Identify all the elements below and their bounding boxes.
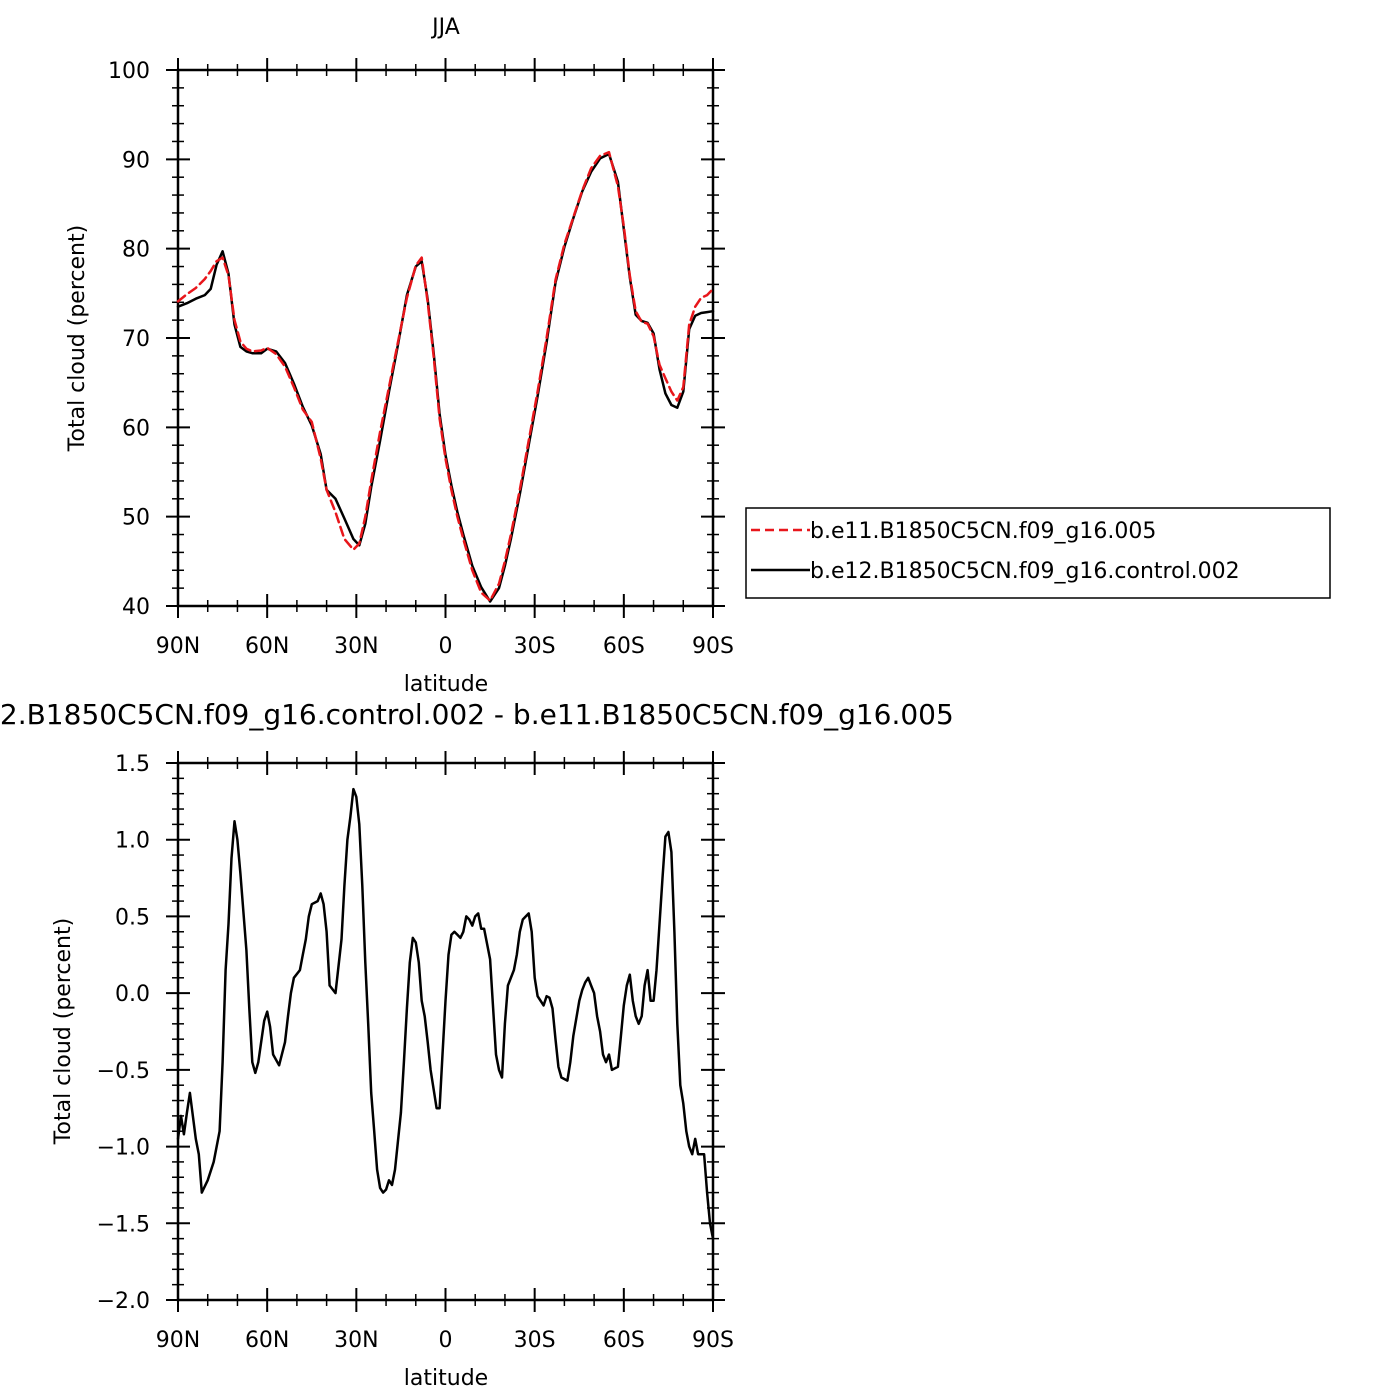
y-tick-label: 100 xyxy=(108,59,150,84)
x-tick-label: 90N xyxy=(156,1328,200,1353)
x-tick-label: 30S xyxy=(514,1328,556,1353)
x-tick-label: 30N xyxy=(334,1328,378,1353)
chart-top-ylabel: Total cloud (percent) xyxy=(65,225,90,452)
chart-bottom-series xyxy=(176,787,715,1240)
y-tick-label: 50 xyxy=(122,506,150,531)
y-tick-label: −0.5 xyxy=(97,1059,150,1084)
y-tick-label: 40 xyxy=(122,595,150,620)
legend-box xyxy=(745,507,1331,599)
chart-bottom-x-ticks: 90N 60N 30N 0 30S 60S 90S xyxy=(156,751,734,1353)
y-tick-label: 0.0 xyxy=(115,982,150,1007)
chart-bottom: b.e12.B1850C5CN.f09_g16.control.002 - b.… xyxy=(0,698,954,1391)
chart-top-series xyxy=(176,150,715,603)
y-tick-label: 90 xyxy=(122,148,150,173)
chart-bottom-xlabel: latitude xyxy=(404,1366,488,1391)
legend-label-series-1: b.e11.B1850C5CN.f09_g16.005 xyxy=(810,519,1156,544)
y-tick-label: 1.5 xyxy=(115,752,150,777)
x-tick-label: 60N xyxy=(245,1328,289,1353)
y-tick-label: 80 xyxy=(122,238,150,263)
x-tick-label: 0 xyxy=(439,1328,453,1353)
y-tick-label: −2.0 xyxy=(97,1289,150,1314)
x-tick-label: 90N xyxy=(156,634,200,659)
x-tick-label: 90S xyxy=(692,1328,734,1353)
x-tick-label: 90S xyxy=(692,634,734,659)
series-line-1 xyxy=(176,150,715,602)
chart-bottom-y-ticks: −2.0 −1.5 −1.0 −0.5 0.0 0.5 1.0 1.5 xyxy=(97,752,725,1314)
series-line-1 xyxy=(176,787,715,1240)
chart-bottom-title: b.e12.B1850C5CN.f09_g16.control.002 - b.… xyxy=(0,698,954,731)
x-tick-label: 30N xyxy=(334,634,378,659)
chart-top-plot-frame xyxy=(176,68,715,608)
x-tick-label: 60S xyxy=(603,634,645,659)
x-tick-label: 60S xyxy=(603,1328,645,1353)
y-tick-label: 1.0 xyxy=(115,829,150,854)
y-tick-label: −1.0 xyxy=(97,1136,150,1161)
y-tick-label: 60 xyxy=(122,416,150,441)
chart-top-legend: b.e11.B1850C5CN.f09_g16.005 b.e12.B1850C… xyxy=(745,507,1331,599)
x-tick-label: 60N xyxy=(245,634,289,659)
series-line-2 xyxy=(176,152,715,603)
chart-bottom-ylabel: Total cloud (percent) xyxy=(51,918,76,1145)
chart-top-xlabel: latitude xyxy=(404,672,488,697)
chart-top-x-ticks: 90N 60N 30N 0 30S 60S 90S xyxy=(156,58,734,659)
chart-top-title: JJA xyxy=(430,15,460,40)
y-tick-label: 70 xyxy=(122,327,150,352)
x-tick-label: 0 xyxy=(439,634,453,659)
legend-label-series-2: b.e12.B1850C5CN.f09_g16.control.002 xyxy=(810,559,1240,584)
chart-top-y-ticks: 40 50 60 70 80 90 100 xyxy=(108,59,725,620)
y-tick-label: 0.5 xyxy=(115,905,150,930)
x-tick-label: 30S xyxy=(514,634,556,659)
y-tick-label: −1.5 xyxy=(97,1212,150,1237)
chart-bottom-plot-frame xyxy=(176,761,715,1302)
